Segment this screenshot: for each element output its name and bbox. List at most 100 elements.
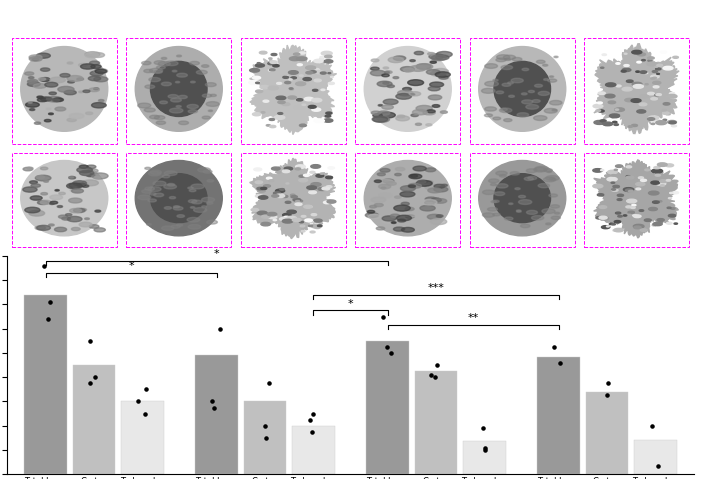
Bar	[121, 401, 164, 474]
Circle shape	[434, 184, 445, 188]
Circle shape	[624, 53, 627, 54]
Circle shape	[69, 176, 76, 179]
Circle shape	[657, 73, 660, 74]
Circle shape	[397, 90, 413, 96]
Circle shape	[634, 215, 641, 217]
Circle shape	[269, 118, 275, 120]
Text: Cortex: Cortex	[166, 240, 191, 250]
Circle shape	[257, 63, 260, 64]
Circle shape	[171, 225, 180, 228]
Circle shape	[547, 171, 551, 172]
Circle shape	[409, 91, 421, 96]
Circle shape	[400, 186, 415, 191]
Circle shape	[55, 190, 60, 191]
Circle shape	[59, 192, 65, 194]
Circle shape	[147, 224, 151, 225]
Circle shape	[299, 179, 308, 182]
Circle shape	[549, 194, 557, 197]
Circle shape	[505, 58, 511, 60]
Circle shape	[430, 61, 437, 63]
Circle shape	[511, 78, 523, 83]
Circle shape	[546, 223, 551, 225]
Circle shape	[402, 228, 414, 232]
Circle shape	[161, 82, 171, 86]
Circle shape	[667, 222, 672, 224]
Ellipse shape	[365, 160, 451, 236]
Circle shape	[626, 206, 632, 208]
Circle shape	[156, 121, 165, 125]
Circle shape	[95, 69, 107, 73]
Circle shape	[64, 91, 76, 95]
Circle shape	[656, 182, 666, 185]
Circle shape	[655, 174, 660, 176]
Circle shape	[201, 197, 215, 202]
Circle shape	[524, 177, 533, 181]
Circle shape	[310, 171, 315, 173]
Circle shape	[145, 167, 151, 170]
Circle shape	[39, 78, 46, 80]
Circle shape	[69, 114, 84, 119]
Bar	[292, 426, 334, 474]
Circle shape	[205, 83, 216, 87]
Circle shape	[657, 218, 665, 221]
Circle shape	[29, 210, 45, 216]
Circle shape	[596, 110, 601, 112]
Circle shape	[191, 206, 195, 208]
Circle shape	[285, 76, 288, 77]
Circle shape	[30, 196, 42, 200]
Circle shape	[270, 61, 277, 63]
Circle shape	[82, 185, 89, 187]
Circle shape	[259, 196, 268, 199]
Circle shape	[68, 80, 74, 83]
Circle shape	[526, 210, 538, 215]
Circle shape	[390, 214, 400, 217]
Circle shape	[651, 98, 658, 100]
Text: b: b	[354, 9, 362, 22]
Circle shape	[535, 84, 543, 87]
Circle shape	[615, 109, 618, 110]
Circle shape	[264, 185, 271, 187]
Circle shape	[27, 82, 40, 87]
Circle shape	[296, 201, 300, 202]
Circle shape	[510, 171, 519, 175]
Circle shape	[517, 113, 529, 117]
Circle shape	[418, 180, 426, 183]
Circle shape	[637, 110, 646, 113]
Circle shape	[485, 81, 498, 86]
Circle shape	[648, 191, 659, 195]
Circle shape	[69, 208, 81, 213]
Circle shape	[208, 110, 212, 112]
Circle shape	[189, 200, 197, 203]
Circle shape	[79, 171, 94, 176]
Circle shape	[639, 210, 644, 211]
Circle shape	[291, 77, 297, 79]
Circle shape	[72, 189, 83, 193]
Circle shape	[430, 71, 446, 76]
Circle shape	[273, 192, 280, 194]
Text: BMP-6: BMP-6	[368, 31, 400, 41]
Ellipse shape	[365, 46, 451, 131]
Circle shape	[298, 171, 306, 173]
Circle shape	[627, 80, 633, 82]
Circle shape	[287, 217, 297, 220]
Circle shape	[164, 171, 177, 176]
Circle shape	[268, 86, 278, 90]
Circle shape	[395, 167, 405, 171]
Circle shape	[87, 165, 96, 169]
Circle shape	[436, 51, 452, 57]
Circle shape	[601, 170, 604, 171]
Circle shape	[485, 107, 496, 111]
Circle shape	[55, 227, 67, 232]
Circle shape	[497, 55, 510, 59]
Circle shape	[669, 92, 674, 94]
Circle shape	[532, 100, 540, 103]
Circle shape	[153, 181, 166, 186]
Circle shape	[274, 115, 285, 119]
Circle shape	[74, 208, 85, 213]
Circle shape	[271, 54, 277, 56]
Circle shape	[94, 77, 108, 82]
Circle shape	[25, 207, 40, 213]
Circle shape	[297, 57, 307, 60]
Text: BioOss®: BioOss®	[11, 181, 20, 220]
Circle shape	[397, 215, 411, 221]
